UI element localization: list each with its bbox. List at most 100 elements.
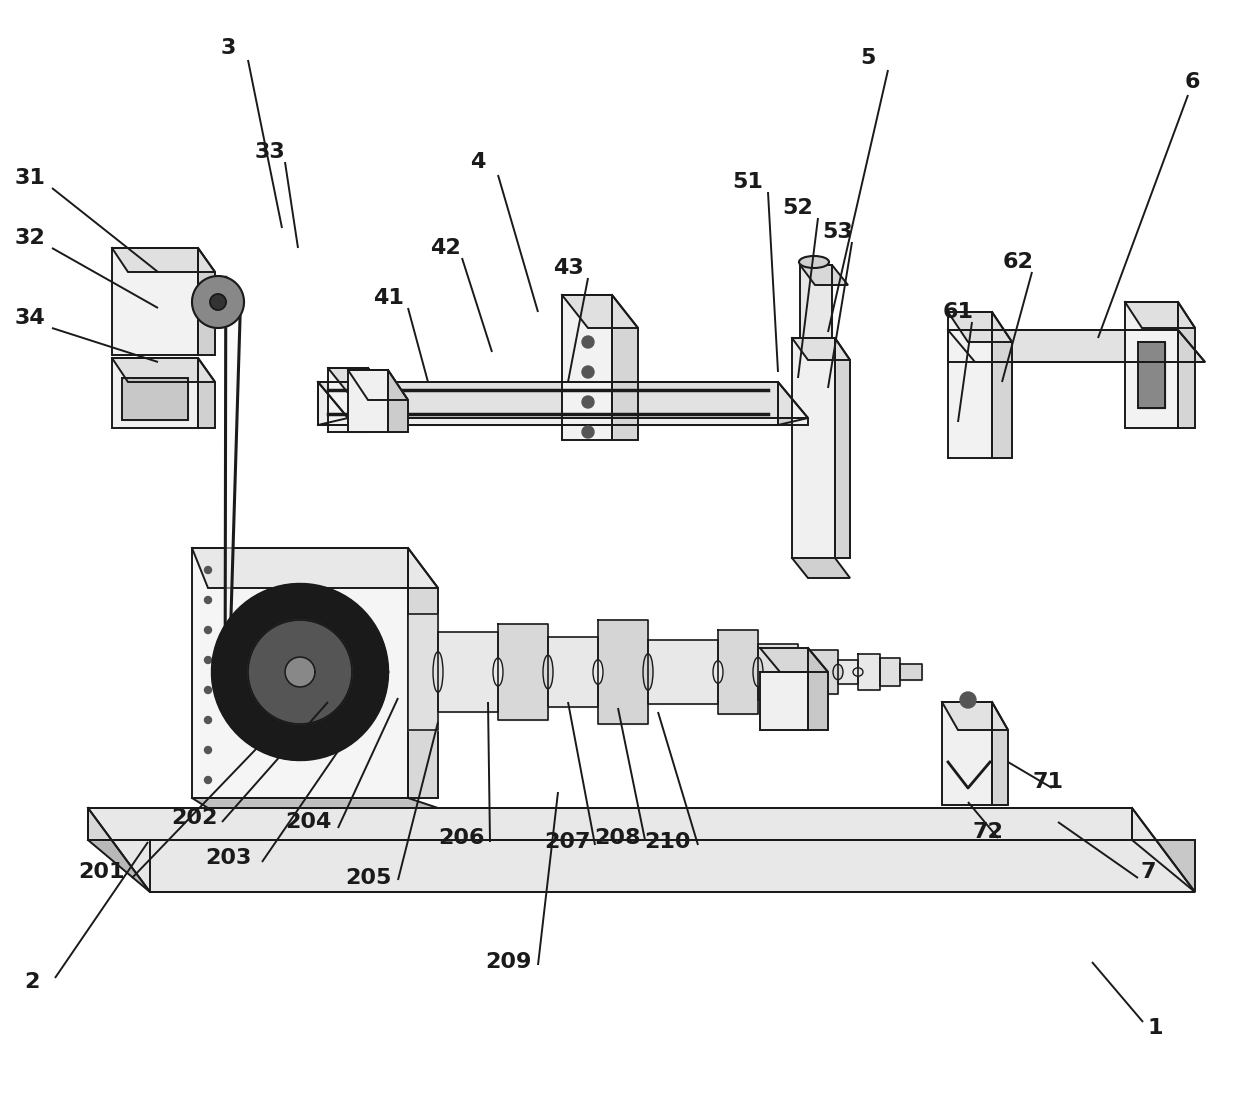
Polygon shape bbox=[758, 644, 799, 699]
Ellipse shape bbox=[543, 655, 553, 688]
Polygon shape bbox=[942, 702, 992, 805]
Text: 2: 2 bbox=[25, 972, 40, 992]
Polygon shape bbox=[942, 702, 1008, 729]
Circle shape bbox=[582, 366, 594, 378]
Polygon shape bbox=[949, 312, 992, 458]
Text: 205: 205 bbox=[345, 868, 391, 888]
Polygon shape bbox=[880, 658, 900, 686]
Text: 71: 71 bbox=[1033, 772, 1064, 792]
Polygon shape bbox=[112, 358, 198, 428]
Polygon shape bbox=[408, 548, 438, 798]
Polygon shape bbox=[1178, 330, 1205, 363]
Text: 43: 43 bbox=[553, 258, 583, 278]
Circle shape bbox=[205, 746, 212, 754]
Ellipse shape bbox=[794, 663, 804, 682]
Polygon shape bbox=[112, 358, 215, 383]
Polygon shape bbox=[613, 295, 639, 440]
Polygon shape bbox=[192, 548, 408, 798]
Polygon shape bbox=[329, 368, 368, 431]
Text: 201: 201 bbox=[79, 862, 125, 882]
Text: 202: 202 bbox=[171, 808, 217, 828]
Ellipse shape bbox=[833, 664, 843, 679]
Text: 209: 209 bbox=[485, 952, 531, 972]
Text: 61: 61 bbox=[942, 302, 973, 322]
Circle shape bbox=[582, 396, 594, 408]
Text: 210: 210 bbox=[645, 832, 691, 852]
Polygon shape bbox=[808, 648, 828, 729]
Text: 51: 51 bbox=[733, 172, 764, 192]
Polygon shape bbox=[112, 248, 215, 272]
Polygon shape bbox=[438, 632, 498, 712]
Polygon shape bbox=[88, 808, 150, 892]
Circle shape bbox=[960, 692, 976, 708]
Polygon shape bbox=[192, 276, 244, 328]
Polygon shape bbox=[1132, 808, 1195, 892]
Ellipse shape bbox=[644, 654, 653, 691]
Text: 41: 41 bbox=[372, 288, 403, 308]
Text: 204: 204 bbox=[285, 812, 331, 832]
Polygon shape bbox=[949, 330, 1178, 363]
Polygon shape bbox=[210, 294, 226, 310]
Text: 203: 203 bbox=[205, 848, 252, 868]
Text: 32: 32 bbox=[15, 228, 46, 248]
Polygon shape bbox=[718, 631, 758, 714]
Text: 33: 33 bbox=[254, 142, 285, 162]
Polygon shape bbox=[212, 584, 388, 759]
Polygon shape bbox=[329, 368, 392, 398]
Polygon shape bbox=[792, 338, 849, 360]
Polygon shape bbox=[317, 418, 808, 425]
Circle shape bbox=[205, 626, 212, 634]
Circle shape bbox=[205, 776, 212, 784]
Polygon shape bbox=[858, 654, 880, 691]
Ellipse shape bbox=[753, 657, 763, 687]
Ellipse shape bbox=[212, 656, 388, 688]
Text: 72: 72 bbox=[972, 822, 1003, 842]
Polygon shape bbox=[192, 798, 438, 808]
Polygon shape bbox=[198, 358, 215, 428]
Polygon shape bbox=[388, 370, 408, 431]
Polygon shape bbox=[498, 624, 548, 719]
Ellipse shape bbox=[593, 659, 603, 684]
Polygon shape bbox=[1125, 302, 1195, 328]
Polygon shape bbox=[562, 295, 639, 328]
Polygon shape bbox=[838, 661, 858, 684]
Circle shape bbox=[582, 336, 594, 348]
Polygon shape bbox=[598, 620, 649, 724]
Polygon shape bbox=[760, 672, 808, 729]
Text: 4: 4 bbox=[470, 152, 486, 172]
Polygon shape bbox=[1178, 302, 1195, 428]
Text: 207: 207 bbox=[544, 832, 591, 852]
Text: 6: 6 bbox=[1184, 72, 1200, 92]
Polygon shape bbox=[548, 637, 598, 707]
Polygon shape bbox=[198, 248, 215, 355]
Polygon shape bbox=[317, 383, 777, 425]
Text: 52: 52 bbox=[782, 198, 813, 218]
Polygon shape bbox=[248, 620, 352, 724]
Polygon shape bbox=[1138, 342, 1166, 408]
Polygon shape bbox=[88, 808, 1195, 892]
Circle shape bbox=[205, 596, 212, 604]
Polygon shape bbox=[562, 295, 613, 440]
Ellipse shape bbox=[799, 256, 830, 268]
Text: 1: 1 bbox=[1147, 1017, 1163, 1037]
Text: 208: 208 bbox=[595, 828, 641, 848]
Text: 62: 62 bbox=[1003, 252, 1033, 272]
Polygon shape bbox=[88, 840, 1195, 892]
Ellipse shape bbox=[433, 652, 443, 693]
Polygon shape bbox=[192, 548, 438, 588]
Text: 206: 206 bbox=[439, 828, 485, 848]
Ellipse shape bbox=[713, 661, 723, 683]
Polygon shape bbox=[992, 312, 1012, 458]
Text: 7: 7 bbox=[1141, 862, 1156, 882]
Polygon shape bbox=[792, 338, 835, 558]
Polygon shape bbox=[348, 370, 388, 431]
Polygon shape bbox=[949, 312, 1012, 342]
Polygon shape bbox=[88, 808, 1132, 840]
Ellipse shape bbox=[853, 668, 863, 676]
Polygon shape bbox=[317, 383, 808, 418]
Polygon shape bbox=[760, 648, 828, 672]
Polygon shape bbox=[949, 330, 1205, 363]
Text: 31: 31 bbox=[15, 168, 46, 188]
Polygon shape bbox=[408, 614, 438, 729]
Polygon shape bbox=[348, 370, 408, 400]
